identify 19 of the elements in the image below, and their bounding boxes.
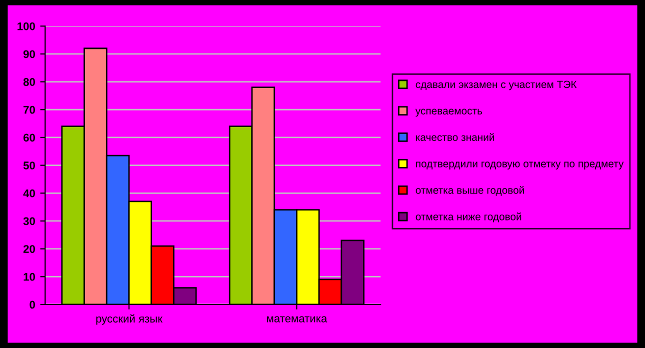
y-tick-label: 60 <box>23 134 35 142</box>
y-tick-label: 30 <box>23 217 35 226</box>
legend-label: качество знаний <box>416 133 494 141</box>
y-tick-label: 80 <box>23 78 35 86</box>
legend-label: подтвердили годовую отметку по предмету <box>416 162 624 170</box>
legend-label: успеваемость <box>415 108 482 117</box>
y-tick-label: 100 <box>18 22 35 30</box>
y-tick-label: 90 <box>23 50 35 58</box>
y-tick-label: 10 <box>24 272 35 281</box>
legend-label: сдавали экзамен с участием ТЭК <box>416 80 577 90</box>
legend-label: отметка выше годовой <box>416 186 524 196</box>
y-tick-label: 40 <box>23 189 35 198</box>
y-tick-label: 70 <box>24 106 35 114</box>
y-tick-label: 50 <box>23 162 35 170</box>
y-tick-label: 0 <box>30 300 35 309</box>
y-tick-label: 20 <box>23 245 35 253</box>
x-tick-label: русский язык <box>96 314 163 325</box>
legend-label: отметка ниже годовой <box>416 212 522 222</box>
x-tick-label: математика <box>267 316 328 322</box>
